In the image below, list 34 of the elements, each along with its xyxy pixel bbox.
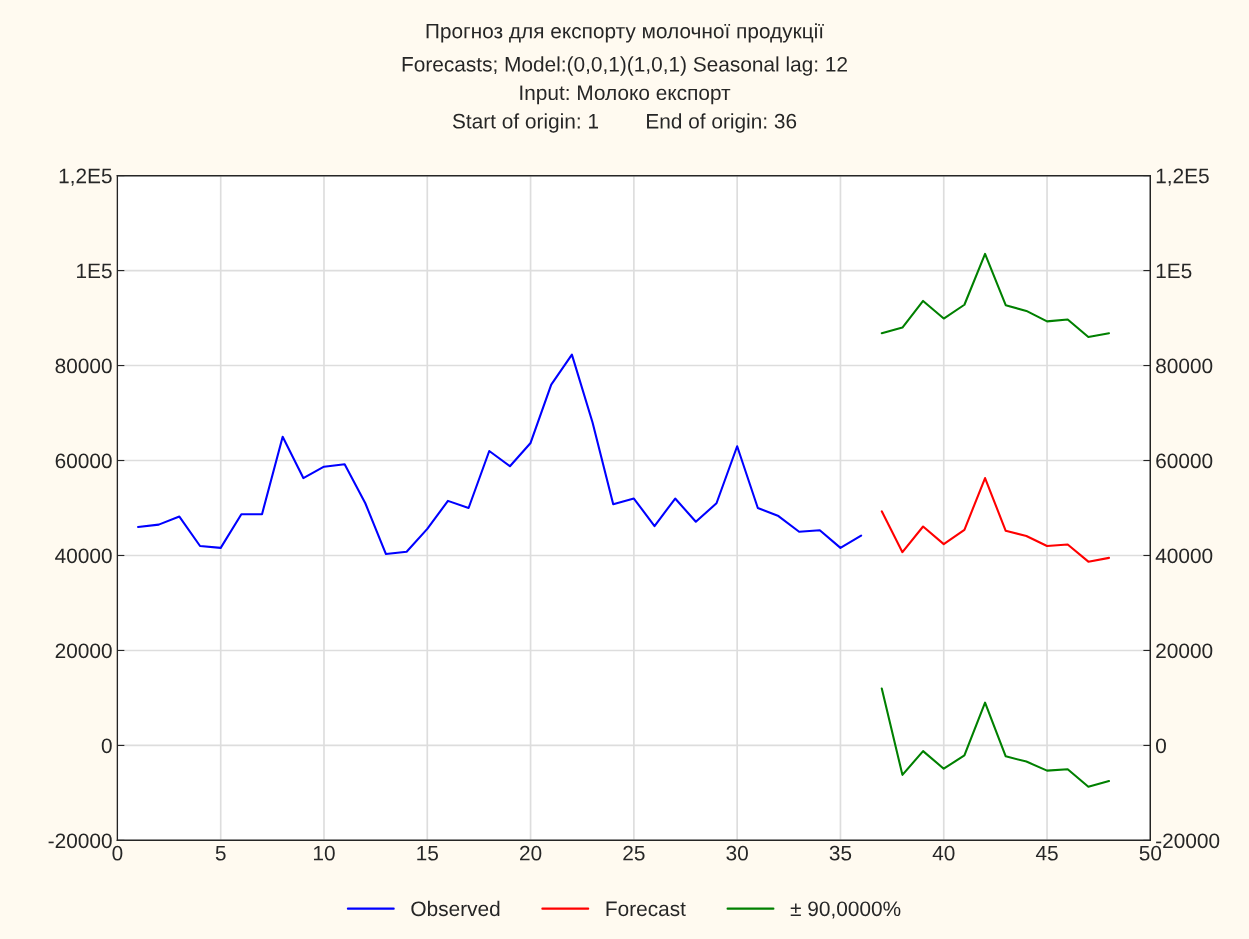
y-tick-label: 40000 [55,548,112,564]
x-tick-label: 20 [520,845,542,861]
y-tick-label: 0 [101,738,112,754]
legend-label: Forecast [606,901,686,917]
x-tick-label: 10 [313,845,335,861]
line-series [880,687,1111,788]
chart-title: Прогноз для експорту молочної продукції [426,23,824,43]
x-tick-label: 0 [112,845,123,861]
y2-tick-label: 20000 [1156,643,1213,659]
y-tick-label: 60000 [55,453,112,469]
x-tick-label: 15 [417,846,438,861]
y-tick-label: 80000 [55,358,112,374]
x-tick-label: 35 [829,845,852,861]
legend-label: Observed [411,900,500,917]
x-tick-label: 25 [623,845,645,861]
y2-tick-label: 1E5 [1156,263,1192,279]
line-series [137,353,863,556]
y2-tick-label: 40000 [1155,548,1213,564]
chart-subtitle: Forecasts; Model:(0,0,1)(1,0,1) Seasonal lag: 12 Input: Молоко експорт Start of origin: 1 End of origin: 36 [402,56,847,133]
y-tick-label: 20000 [55,643,112,659]
y2-tick-label: 80000 [1156,358,1213,374]
y-tick-label: 1,2E5 [59,168,112,186]
x-tick-label: 45 [1035,846,1058,861]
x-tick-label: 5 [215,846,226,861]
line-series [880,477,1111,563]
line-series [880,252,1111,339]
x-tick-label: 40 [932,845,955,861]
y2-tick-label: 60000 [1156,453,1213,469]
y-tick-label: 1E5 [77,263,112,279]
y2-tick-label: 0 [1156,738,1166,754]
x-tick-label: 30 [726,845,748,861]
legend-label: ± 90,0000% [790,901,901,919]
y2-tick-label: 1,2E5 [1156,168,1209,186]
y-tick-label: -20000 [48,833,112,849]
